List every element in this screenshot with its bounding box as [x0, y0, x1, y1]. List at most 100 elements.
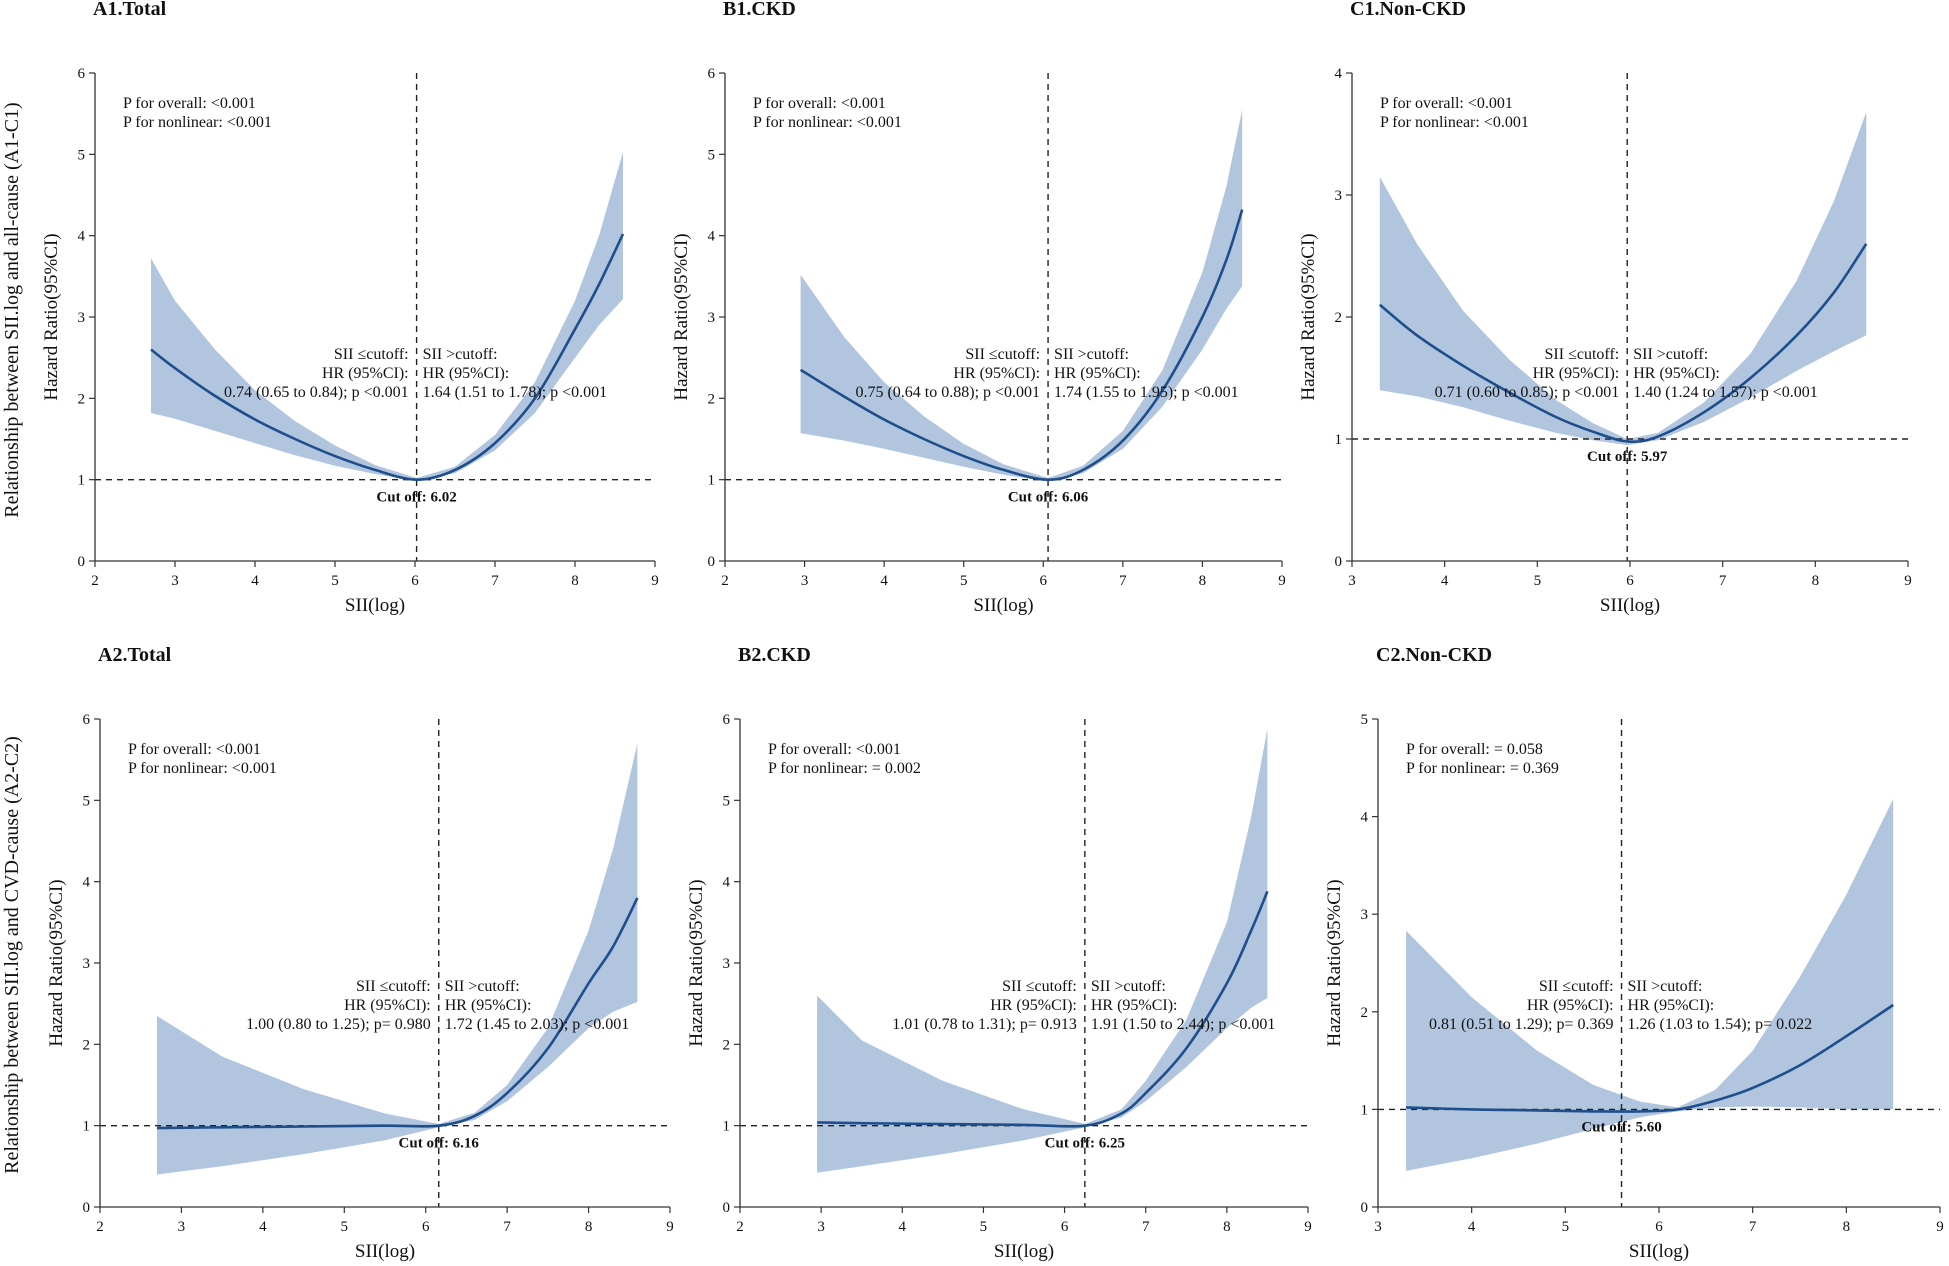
y-tick-label: 2 [78, 391, 86, 407]
x-tick-label: 7 [1142, 1219, 1150, 1235]
left-segment-stat: 0.75 (0.64 to 0.88); p <0.001 [855, 384, 1040, 401]
y-tick-label: 6 [708, 66, 716, 82]
hr-curve [156, 897, 639, 1130]
panel-title: A1.Total [93, 0, 167, 20]
cutoff-label: Cut off: 5.60 [1581, 1119, 1661, 1135]
left-segment-header: HR (95%CI): [322, 365, 409, 382]
x-axis-label: SII(log) [994, 1241, 1054, 1262]
right-segment-header: SII >cutoff: [445, 978, 520, 995]
x-tick-label: 2 [721, 573, 729, 589]
confidence-band [157, 743, 638, 1175]
y-tick-label: 1 [78, 473, 86, 489]
confidence-band [151, 151, 623, 482]
left-segment-header: SII ≤cutoff: [965, 346, 1040, 363]
panel-grid: A1.Total 2 3 4 5 6 7 8 9 0 1 2 3 4 5 6 SII(log) Hazard Ra… [41, 0, 1944, 1262]
row-label-bottom: Relationship between SII.log and CVD-cau… [1, 736, 23, 1174]
right-segment-header: SII >cutoff: [1633, 346, 1708, 363]
x-tick-label: 3 [178, 1219, 186, 1235]
x-tick-label: 5 [1534, 573, 1542, 589]
right-segment-stat: 1.64 (1.51 to 1.78); p <0.001 [423, 384, 608, 401]
x-tick-label: 4 [1441, 573, 1449, 589]
hr-curve [1378, 243, 1868, 444]
x-tick-label: 8 [1812, 573, 1820, 589]
x-axis-label: SII(log) [355, 1241, 415, 1262]
y-tick-label: 0 [708, 554, 716, 570]
x-tick-label: 8 [1199, 573, 1207, 589]
right-segment-stat: 1.91 (1.50 to 2.44); p <0.001 [1091, 1016, 1276, 1033]
y-tick-label: 2 [1335, 310, 1343, 326]
y-axis-label: Hazard Ratio(95%CI) [671, 233, 692, 400]
right-segment-header: SII >cutoff: [1091, 978, 1166, 995]
y-tick-label: 1 [1335, 432, 1343, 448]
x-tick-label: 8 [1223, 1219, 1231, 1235]
right-segment-header: SII >cutoff: [1628, 978, 1703, 995]
x-tick-label: 5 [331, 573, 339, 589]
x-tick-label: 3 [1348, 573, 1356, 589]
left-segment-header: SII ≤cutoff: [1002, 978, 1077, 995]
y-tick-label: 3 [78, 310, 86, 326]
right-segment-stat: 1.40 (1.24 to 1.57); p <0.001 [1633, 384, 1818, 401]
y-tick-label: 4 [723, 875, 731, 891]
left-segment-stat: 0.71 (0.60 to 0.85); p <0.001 [1435, 384, 1620, 401]
x-axis-label: SII(log) [345, 595, 405, 616]
x-tick-label: 5 [980, 1219, 988, 1235]
x-tick-label: 6 [1655, 1219, 1663, 1235]
x-tick-label: 5 [341, 1219, 349, 1235]
y-tick-label: 6 [723, 712, 731, 728]
x-tick-label: 5 [960, 573, 968, 589]
p-nonlinear: P for nonlinear: = 0.002 [768, 760, 921, 777]
hr-curve [817, 890, 1269, 1128]
right-segment-header: SII >cutoff: [1054, 346, 1129, 363]
x-tick-label: 7 [1119, 573, 1127, 589]
y-tick-label: 0 [1335, 554, 1343, 570]
y-tick-label: 3 [723, 956, 731, 972]
left-segment-header: HR (95%CI): [990, 997, 1077, 1014]
y-tick-label: 1 [708, 473, 716, 489]
p-overall: P for overall: <0.001 [128, 741, 261, 758]
left-segment-header: SII ≤cutoff: [356, 978, 431, 995]
x-axis-label: SII(log) [1600, 595, 1660, 616]
right-segment-header: HR (95%CI): [1628, 997, 1715, 1014]
confidence-band [817, 728, 1268, 1173]
panel-title: C1.Non-CKD [1350, 0, 1466, 20]
x-axis-label: SII(log) [973, 595, 1033, 616]
p-overall: P for overall: <0.001 [1380, 95, 1513, 112]
confidence-band [1379, 112, 1867, 446]
chart-panel-5: B2.CKD 2 3 4 5 6 7 8 9 0 1 2 3 4 5 6 SII(log) Hazard Rati… [686, 644, 1312, 1262]
x-tick-label: 9 [666, 1219, 674, 1235]
confidence-band [1406, 799, 1894, 1171]
x-tick-label: 6 [1040, 573, 1048, 589]
left-segment-stat: 0.74 (0.65 to 0.84); p <0.001 [224, 384, 409, 401]
x-tick-label: 3 [171, 573, 179, 589]
y-tick-label: 0 [1361, 1200, 1369, 1216]
hr-curve [150, 233, 625, 482]
x-tick-label: 9 [1304, 1219, 1312, 1235]
x-tick-label: 5 [1562, 1219, 1570, 1235]
x-tick-label: 9 [1936, 1219, 1944, 1235]
confidence-band [800, 109, 1243, 482]
x-axis-label: SII(log) [1629, 1241, 1689, 1262]
cutoff-label: Cut off: 6.06 [1008, 490, 1089, 506]
p-nonlinear: P for nonlinear: <0.001 [128, 760, 277, 777]
y-tick-label: 2 [1361, 1005, 1369, 1021]
y-tick-label: 1 [83, 1119, 91, 1135]
y-tick-label: 6 [83, 712, 91, 728]
chart-panel-3: C1.Non-CKD 3 4 5 6 7 8 9 0 1 2 3 4 SII(log) Hazard Rat… [1298, 0, 1912, 616]
x-tick-label: 7 [491, 573, 499, 589]
left-segment-stat: 1.00 (0.80 to 1.25); p= 0.980 [246, 1016, 431, 1033]
x-tick-label: 9 [1904, 573, 1912, 589]
panel-title: A2.Total [98, 644, 172, 666]
p-nonlinear: P for nonlinear: <0.001 [753, 114, 902, 131]
y-tick-label: 3 [708, 310, 716, 326]
right-segment-header: HR (95%CI): [445, 997, 532, 1014]
x-tick-label: 7 [1719, 573, 1727, 589]
hr-curve [1406, 1003, 1894, 1113]
x-tick-label: 3 [817, 1219, 825, 1235]
y-tick-label: 2 [708, 391, 716, 407]
y-axis-label: Hazard Ratio(95%CI) [686, 879, 707, 1046]
x-tick-label: 7 [503, 1219, 511, 1235]
x-tick-label: 6 [1061, 1219, 1069, 1235]
x-tick-label: 9 [651, 573, 659, 589]
y-tick-label: 3 [83, 956, 91, 972]
